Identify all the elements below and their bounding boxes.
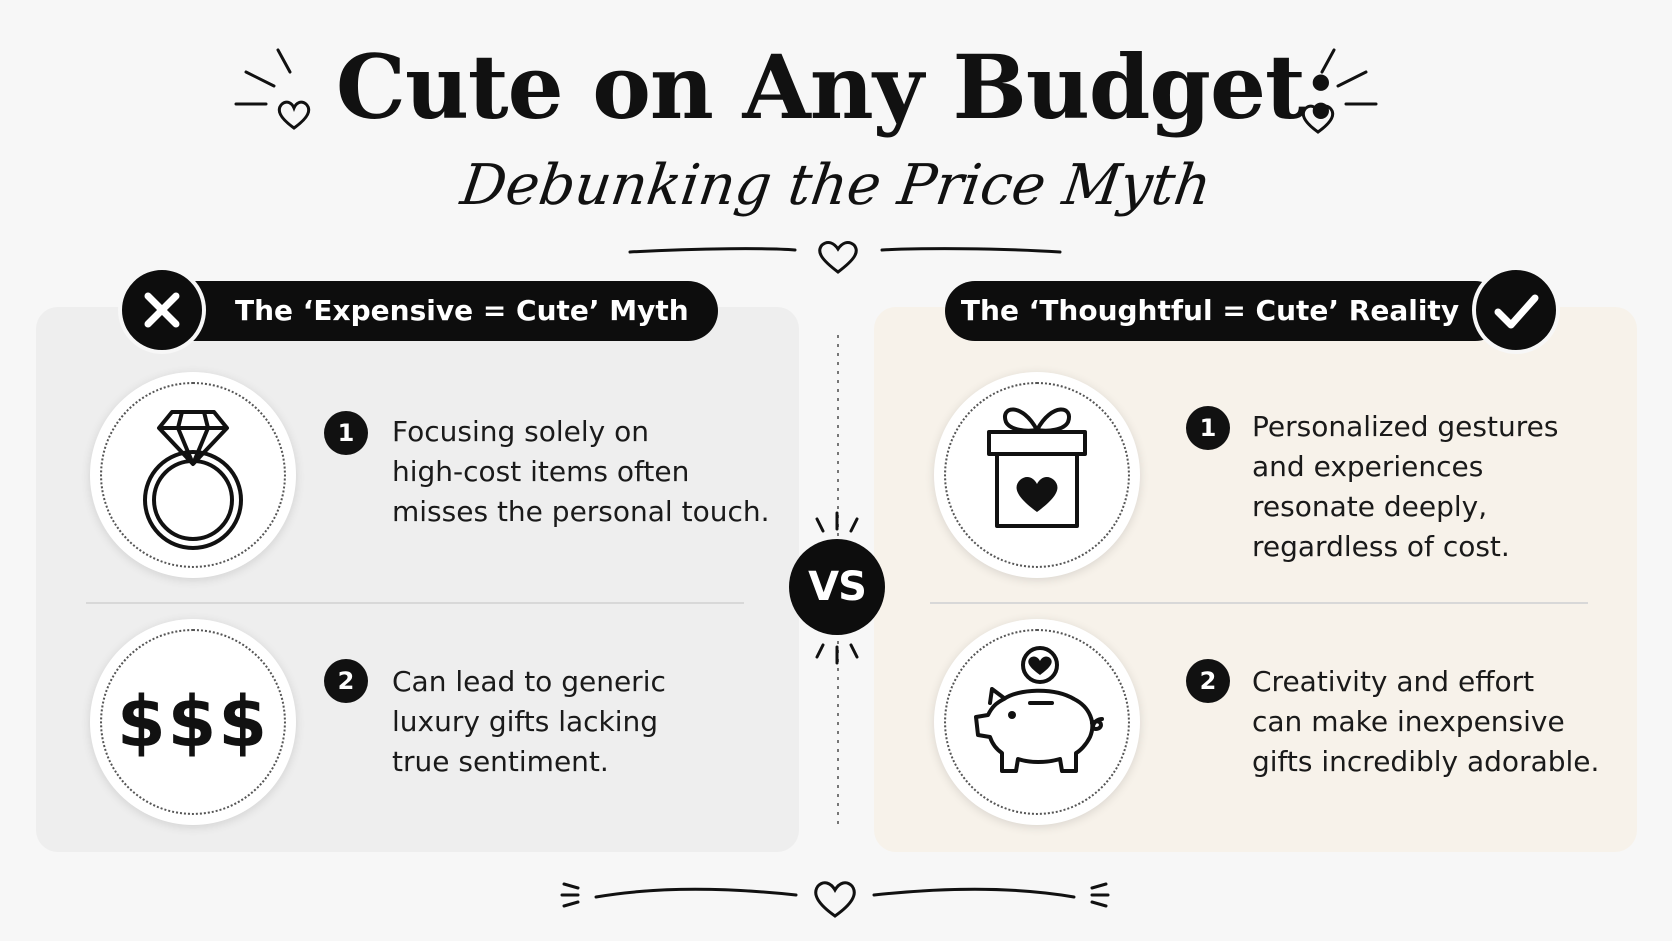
x-icon bbox=[144, 292, 180, 328]
myth-item-1-icon-frame bbox=[90, 372, 296, 578]
header-decoration-left bbox=[234, 48, 311, 130]
dollar-signs-icon: $$$ bbox=[116, 681, 270, 763]
reality-item-2-icon-frame bbox=[934, 619, 1140, 825]
piggy-bank-heart-icon bbox=[974, 646, 1104, 773]
reality-item-1-number: 1 bbox=[1186, 406, 1230, 450]
myth-item-1-number: 1 bbox=[324, 411, 368, 455]
subtitle-underline-decoration bbox=[628, 240, 1062, 274]
myth-badge bbox=[118, 266, 206, 354]
myth-item-1-text: Focusing solely on high-cost items often… bbox=[392, 415, 770, 528]
myth-divider bbox=[86, 602, 744, 604]
heart-doodle-icon bbox=[818, 240, 858, 274]
myth-item-2-icon-frame: $$$ bbox=[90, 619, 296, 825]
gift-box-heart-icon bbox=[987, 407, 1087, 528]
reality-header-label: The ‘Thoughtful = Cute’ Reality bbox=[945, 281, 1505, 341]
reality-item-1-text: Personalized gestures and experiences re… bbox=[1252, 410, 1559, 563]
vs-badge: VS bbox=[789, 539, 885, 635]
checkmark-icon bbox=[1494, 294, 1539, 329]
reality-item-2-text: Creativity and effort can make inexpensi… bbox=[1252, 665, 1600, 778]
vs-burst-decoration bbox=[815, 511, 859, 665]
heart-doodle-icon bbox=[277, 100, 311, 130]
reality-item-1-icon-frame bbox=[934, 372, 1140, 578]
reality-item-2-number: 2 bbox=[1186, 659, 1230, 703]
myth-header-label: The ‘Expensive = Cute’ Myth bbox=[160, 281, 718, 341]
myth-item-2-number: 2 bbox=[324, 659, 368, 703]
reality-divider bbox=[930, 602, 1588, 604]
page-subtitle: Debunking the Price Myth bbox=[456, 153, 1216, 218]
diamond-ring-icon bbox=[143, 410, 243, 550]
heart-doodle-icon bbox=[814, 881, 856, 918]
myth-item-2-text: Can lead to generic luxury gifts lacking… bbox=[392, 665, 666, 778]
reality-badge bbox=[1472, 266, 1560, 354]
footer-decoration bbox=[560, 881, 1110, 918]
header-decoration-right bbox=[1301, 48, 1378, 134]
heart-doodle-icon bbox=[1301, 104, 1335, 134]
page-title: Cute on Any Budget: bbox=[335, 35, 1337, 139]
